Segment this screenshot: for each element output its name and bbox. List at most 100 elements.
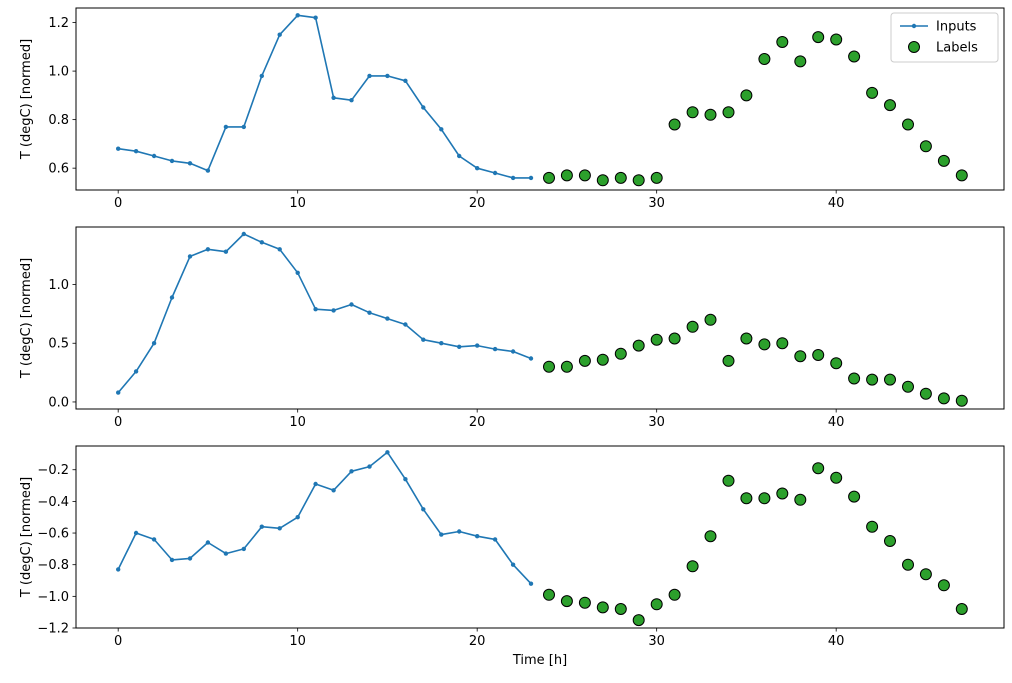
- y-tick-label: −0.6: [37, 527, 69, 542]
- inputs-marker: [421, 337, 426, 342]
- inputs-marker: [277, 32, 282, 37]
- inputs-marker: [331, 95, 336, 101]
- labels-point: [776, 337, 789, 350]
- inputs-marker: [241, 231, 246, 237]
- x-tick-label: 30: [648, 196, 665, 211]
- inputs-marker: [205, 540, 211, 545]
- labels-point: [632, 614, 645, 627]
- x-tick-label: 40: [828, 196, 845, 211]
- inputs-marker: [259, 524, 264, 529]
- inputs-marker: [241, 546, 246, 552]
- inputs-marker: [169, 295, 175, 300]
- labels-point: [848, 490, 861, 503]
- labels-point: [632, 339, 645, 352]
- labels-point: [722, 354, 735, 367]
- inputs-marker: [439, 341, 444, 346]
- labels-point: [955, 169, 968, 182]
- inputs-marker: [528, 175, 534, 181]
- inputs-marker: [295, 13, 300, 18]
- inputs-marker: [367, 310, 372, 315]
- labels-point: [614, 171, 627, 184]
- inputs-marker: [528, 356, 534, 361]
- inputs-marker: [295, 270, 300, 275]
- labels-point: [758, 53, 771, 65]
- inputs-marker: [223, 124, 229, 130]
- labels-point: [830, 471, 843, 484]
- inputs-marker: [116, 146, 121, 151]
- y-axis-label: T (degC) [normed]: [19, 39, 34, 160]
- x-tick-label: 30: [648, 415, 665, 430]
- y-tick-label: 1.2: [48, 16, 69, 31]
- subplot-2: 0 10 20 30 40 0.0 0.5 1.0 T (degC) [normed]: [19, 226, 1005, 430]
- labels-point: [848, 372, 861, 385]
- labels-point: [543, 171, 555, 184]
- inputs-marker: [223, 551, 229, 556]
- labels-point: [632, 174, 645, 187]
- inputs-marker: [187, 556, 193, 561]
- inputs-marker: [133, 530, 139, 536]
- inputs-marker: [151, 153, 157, 159]
- inputs-marker: [205, 168, 211, 173]
- inputs-marker: [421, 105, 426, 110]
- labels-point: [596, 353, 609, 366]
- inputs-marker: [169, 158, 175, 164]
- labels-point: [794, 350, 807, 363]
- subplot-3: 0 10 20 30 40 −0.2 −0.4 −0.6 −0.8 −1.0 −1.2 T (degC…: [19, 445, 1005, 668]
- labels-point: [758, 338, 771, 351]
- labels-point: [955, 603, 968, 615]
- y-tick-label: 0.8: [48, 113, 69, 128]
- axes-frame: [75, 445, 1005, 629]
- inputs-marker: [367, 73, 372, 79]
- inputs-marker: [205, 247, 211, 252]
- y-tick-label: −1.2: [37, 622, 69, 637]
- x-tick-label: 0: [114, 415, 122, 430]
- labels-point: [812, 349, 825, 361]
- inputs-marker: [475, 166, 480, 171]
- y-tick-label: 1.0: [48, 65, 69, 80]
- x-tick-label: 40: [828, 634, 845, 649]
- labels-point: [650, 598, 663, 611]
- labels-point: [668, 118, 681, 131]
- labels-point: [776, 36, 789, 48]
- labels-point: [614, 347, 627, 360]
- inputs-marker: [331, 308, 336, 313]
- inputs-marker: [457, 529, 462, 534]
- legend-inputs-dot-marker: [911, 23, 917, 29]
- x-tick-label: 0: [114, 634, 122, 649]
- labels-point: [704, 313, 717, 326]
- x-tick-label: 20: [469, 634, 486, 649]
- inputs-marker: [259, 73, 264, 79]
- inputs-line: [118, 14, 531, 179]
- y-axis-label: T (degC) [normed]: [19, 477, 34, 598]
- y-tick-label: −0.4: [37, 495, 69, 510]
- x-axis-label: Time [h]: [512, 653, 567, 668]
- labels-point: [919, 140, 932, 153]
- labels-point: [543, 588, 555, 601]
- x-tick-label: 10: [289, 415, 306, 430]
- labels-point: [955, 394, 968, 407]
- inputs-marker: [151, 537, 157, 542]
- labels-point: [704, 530, 717, 543]
- inputs-marker: [403, 322, 408, 327]
- inputs-marker: [439, 532, 444, 537]
- y-tick-label: −1.0: [37, 590, 69, 605]
- inputs-marker: [151, 341, 157, 346]
- inputs-marker: [241, 124, 246, 130]
- inputs-line: [117, 233, 532, 394]
- inputs-marker: [349, 469, 354, 474]
- labels-point: [722, 474, 735, 487]
- y-tick-label: −0.8: [37, 558, 69, 573]
- inputs-marker: [313, 15, 318, 20]
- labels-point: [740, 332, 753, 345]
- inputs-line: [117, 451, 532, 585]
- labels-point: [776, 487, 789, 500]
- labels-point: [560, 360, 573, 373]
- y-axis-label: T (degC) [normed]: [19, 258, 34, 379]
- labels-point: [596, 174, 609, 187]
- labels-point: [668, 332, 681, 345]
- inputs-marker: [133, 149, 139, 154]
- labels-point: [884, 535, 896, 547]
- labels-point: [848, 50, 861, 63]
- inputs-marker: [457, 153, 462, 159]
